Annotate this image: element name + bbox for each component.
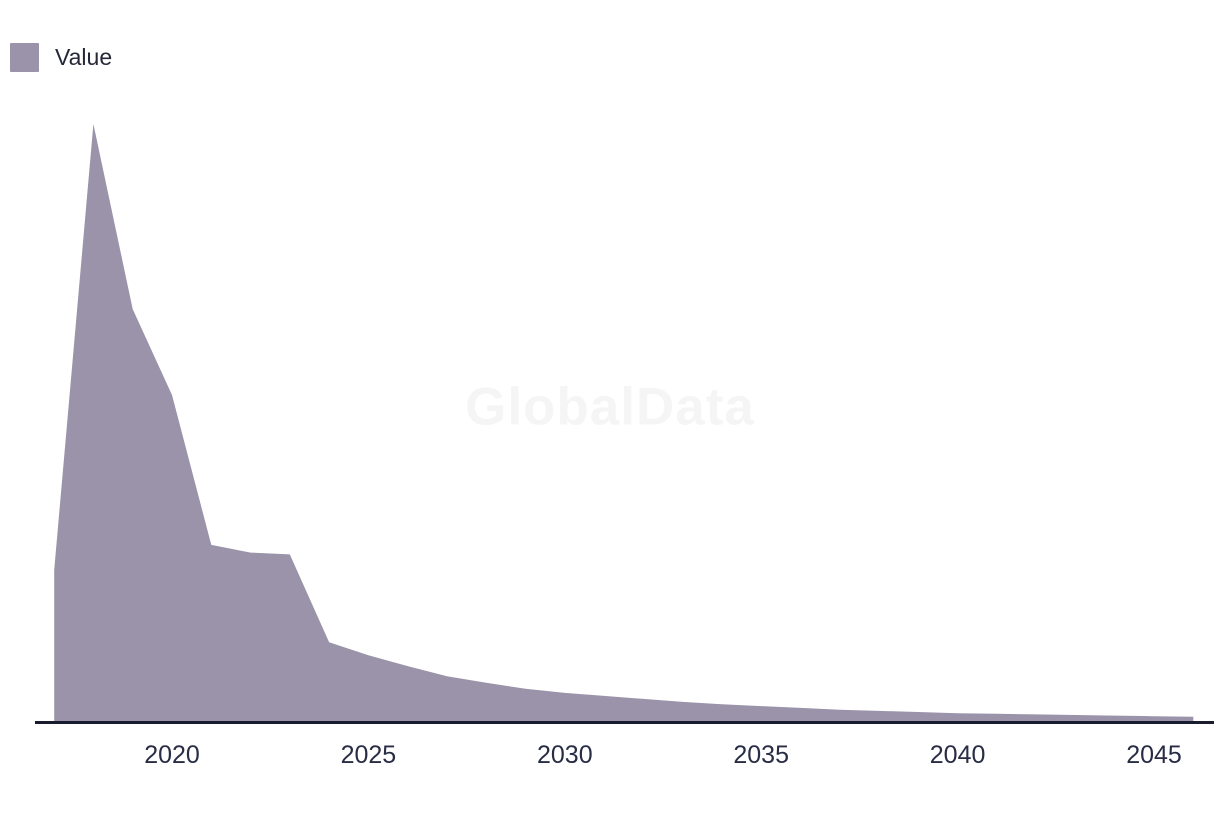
legend-swatch: [10, 43, 39, 72]
x-axis-tick-label: 2040: [929, 741, 986, 769]
x-axis-tick-label: 2045: [1126, 741, 1182, 769]
legend-label: Value: [55, 44, 113, 70]
x-axis-tick-label: 2030: [536, 741, 593, 769]
x-axis-tick-label: 2025: [340, 741, 397, 769]
legend: Value: [10, 43, 112, 72]
x-axis-tick-label: 2035: [733, 741, 789, 769]
x-axis-tick-label: 2020: [144, 741, 200, 769]
area-series-value[interactable]: [54, 124, 1194, 721]
